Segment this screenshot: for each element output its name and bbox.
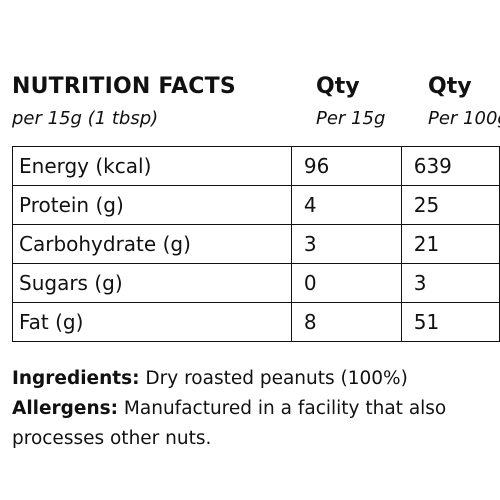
value-per-100g: 25 [400,185,500,225]
table-row: Carbohydrate (g) 3 21 [12,224,500,264]
table-row: Fat (g) 8 51 [12,302,500,342]
column-subheader-per-100g: Per 100g [428,108,500,129]
nutrition-header: NUTRITION FACTS per 15g (1 tbsp) Qty Per… [12,70,500,138]
nutrient-name: Carbohydrate (g) [12,224,292,264]
value-per-100g: 51 [400,302,500,342]
nutrient-name: Sugars (g) [12,263,292,303]
value-per-15g: 8 [290,302,402,342]
column-subheader-per-15g: Per 15g [316,108,386,129]
nutrition-table: Energy (kcal) 96 639 Protein (g) 4 25 Ca… [12,146,500,342]
table-row: Sugars (g) 0 3 [12,263,500,303]
allergens-line: Allergens: Manufactured in a facility th… [12,394,490,454]
nutrient-name: Fat (g) [12,302,292,342]
ingredients-line: Ingredients: Dry roasted peanuts (100%) [12,364,490,394]
value-per-100g: 639 [400,146,500,186]
allergens-label: Allergens: [12,398,119,419]
nutrient-name: Energy (kcal) [12,146,292,186]
value-per-15g: 0 [290,263,402,303]
serving-size: per 15g (1 tbsp) [12,108,159,129]
column-header-qty-100g: Qty [428,74,472,99]
value-per-15g: 4 [290,185,402,225]
value-per-100g: 21 [400,224,500,264]
nutrition-title: NUTRITION FACTS [12,74,236,99]
value-per-15g: 3 [290,224,402,264]
ingredients-text: Dry roasted peanuts (100%) [139,368,408,389]
allergens-text: Manufactured in a facility that also pro… [12,398,447,449]
table-row: Protein (g) 4 25 [12,185,500,225]
ingredients-label: Ingredients: [12,368,140,389]
nutrition-facts-panel: NUTRITION FACTS per 15g (1 tbsp) Qty Per… [12,70,500,490]
value-per-15g: 96 [290,146,402,186]
column-header-qty-15g: Qty [316,74,360,99]
product-info: Ingredients: Dry roasted peanuts (100%) … [12,364,490,454]
table-row: Energy (kcal) 96 639 [12,146,500,186]
value-per-100g: 3 [400,263,500,303]
nutrient-name: Protein (g) [12,185,292,225]
